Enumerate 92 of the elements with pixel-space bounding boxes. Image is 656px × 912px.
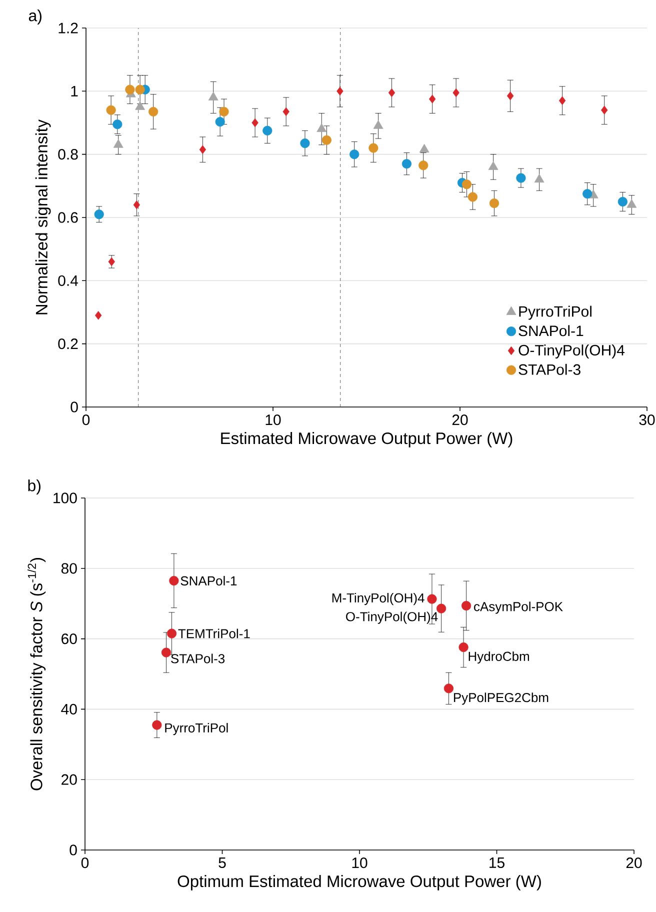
point bbox=[419, 144, 430, 153]
annotation: PyrroTriPol bbox=[165, 722, 228, 736]
point bbox=[148, 106, 158, 116]
x-tick-label: 0 bbox=[82, 414, 90, 426]
annotation: SNAPol-1 bbox=[180, 576, 237, 586]
legend-label: SNAPol-1 bbox=[518, 325, 584, 336]
point bbox=[626, 199, 637, 208]
point bbox=[199, 145, 206, 154]
x-axis-title: Estimated Microwave Output Power (W) bbox=[221, 432, 512, 448]
y-tick-label: 0.4 bbox=[58, 275, 78, 286]
point bbox=[506, 91, 514, 100]
x-tick-label: 0 bbox=[81, 858, 89, 868]
point bbox=[282, 107, 290, 116]
legend-label: O-TinyPol(OH)4 bbox=[518, 344, 625, 358]
chart-title: b) bbox=[28, 480, 40, 494]
point bbox=[94, 311, 102, 320]
point bbox=[601, 106, 608, 115]
y-tick-label: 20 bbox=[62, 774, 77, 785]
y-tick-label: 0.8 bbox=[58, 149, 78, 160]
point bbox=[402, 159, 412, 169]
point bbox=[516, 173, 526, 183]
x-tick-label: 10 bbox=[266, 414, 281, 426]
annotation: TEMTriPol-1 bbox=[178, 628, 250, 638]
point bbox=[436, 604, 446, 614]
point bbox=[461, 600, 472, 611]
point bbox=[94, 210, 104, 220]
x-tick-label: 30 bbox=[639, 414, 655, 426]
point bbox=[558, 96, 566, 106]
point bbox=[489, 198, 500, 208]
point bbox=[113, 139, 124, 148]
legend-label: PyrroTriPol bbox=[519, 306, 592, 320]
y-tick-label: 1 bbox=[71, 86, 78, 96]
y-tick-label: 40 bbox=[61, 704, 77, 714]
point bbox=[112, 120, 122, 130]
point bbox=[373, 120, 384, 129]
y-axis-title: Normalized signal intensity bbox=[35, 119, 51, 314]
point bbox=[427, 594, 437, 604]
point bbox=[108, 257, 115, 266]
y-tick-label: 1.2 bbox=[58, 22, 78, 34]
x-tick-label: 15 bbox=[490, 858, 504, 868]
point bbox=[262, 126, 272, 136]
point bbox=[534, 174, 544, 183]
annotation: PyPolPEG2Cbm bbox=[454, 692, 548, 705]
point bbox=[488, 161, 498, 170]
y-axis-title: Overall sensitivity factor S (s$^{-1/2}$) bbox=[28, 558, 46, 790]
point bbox=[388, 88, 396, 98]
point bbox=[582, 189, 592, 199]
point bbox=[166, 628, 177, 638]
y-tick-label: 0.6 bbox=[58, 212, 78, 223]
point bbox=[169, 576, 179, 586]
point bbox=[322, 135, 332, 145]
x-tick-label: 20 bbox=[626, 858, 642, 868]
point bbox=[219, 106, 229, 116]
point bbox=[215, 116, 225, 127]
point bbox=[152, 720, 162, 730]
y-tick-label: 0.2 bbox=[58, 338, 78, 350]
point bbox=[468, 192, 478, 202]
point bbox=[208, 92, 218, 100]
y-tick-label: 100 bbox=[54, 492, 77, 504]
x-axis-title: Optimum Estimated Microwave Output Power (W) bbox=[178, 875, 541, 890]
legend-label: STAPol-3 bbox=[518, 364, 580, 375]
y-tick-label: 80 bbox=[61, 563, 77, 574]
y-tick-label: 60 bbox=[62, 633, 77, 644]
point bbox=[161, 648, 172, 658]
point bbox=[462, 180, 472, 190]
annotation: M-TinyPol(OH)4 bbox=[332, 592, 424, 606]
point bbox=[300, 138, 310, 148]
point bbox=[350, 150, 360, 160]
point bbox=[316, 123, 327, 132]
point bbox=[252, 118, 258, 128]
y-tick-label: 0 bbox=[70, 402, 78, 412]
point bbox=[428, 94, 436, 104]
point bbox=[336, 86, 344, 96]
point bbox=[368, 143, 378, 153]
point bbox=[452, 88, 460, 98]
annotation: O-TinyPol(OH)4 bbox=[346, 612, 438, 624]
annotation: STAPol-3 bbox=[171, 654, 225, 664]
annotation: HydroCbm bbox=[468, 651, 529, 664]
x-tick-label: 10 bbox=[352, 858, 368, 868]
chart-title: a) bbox=[28, 10, 42, 24]
y-tick-label: 0 bbox=[70, 844, 77, 856]
x-tick-label: 20 bbox=[452, 414, 468, 426]
x-tick-label: 5 bbox=[218, 858, 226, 868]
point bbox=[444, 684, 454, 694]
point bbox=[458, 642, 468, 652]
point bbox=[106, 105, 116, 115]
point bbox=[135, 84, 145, 94]
point bbox=[133, 200, 140, 210]
point bbox=[418, 160, 428, 170]
point bbox=[125, 84, 135, 94]
point bbox=[618, 196, 628, 206]
annotation: cAsymPol-POK bbox=[474, 602, 563, 614]
